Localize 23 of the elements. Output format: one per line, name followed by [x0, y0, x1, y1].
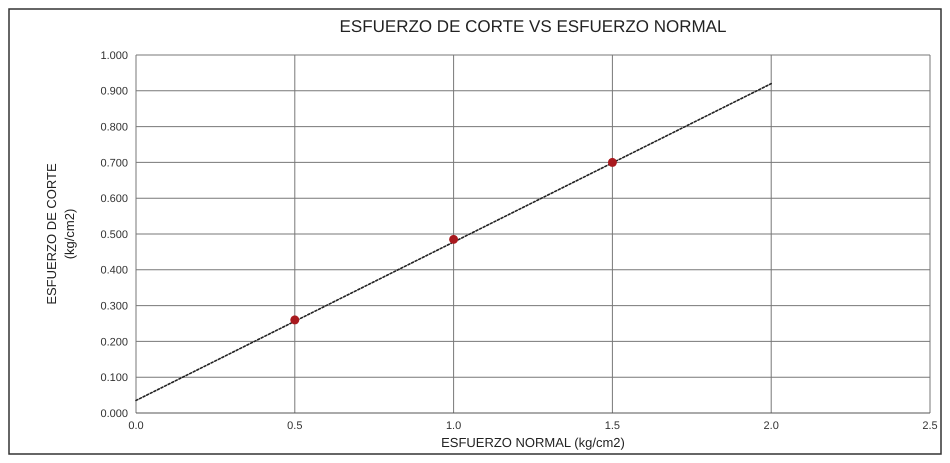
y-tick-label: 0.100 [100, 372, 128, 384]
point [608, 158, 617, 167]
x-tick-label: 2.0 [764, 420, 779, 432]
x-tick-label: 0.5 [287, 420, 302, 432]
point [290, 315, 300, 324]
y-tick-label: 0.800 [100, 121, 128, 134]
y-tick-label: 0.500 [100, 228, 128, 241]
x-tick-label: 1.5 [604, 420, 620, 432]
y-tick-label: 0.300 [100, 300, 128, 312]
y-tick-label: 0.000 [100, 408, 128, 420]
x-tick-label: 2.5 [922, 420, 938, 432]
y-tick-label: 0.600 [100, 193, 128, 206]
chart-title: ESFUERZO DE CORTE VS ESFUERZO NORMAL [340, 17, 726, 36]
x-tick-label: 1.0 [446, 420, 462, 432]
y-tick-label: 0.900 [100, 86, 128, 98]
x-tick-label: 0.0 [128, 420, 144, 432]
y-tick-label: 0.200 [100, 336, 128, 348]
y-tick-label: 0.400 [100, 264, 128, 277]
y-tick-label: 1.000 [100, 50, 128, 62]
y-axis-title: ESFUERZO DE CORTE (kg/cm2) [44, 163, 77, 305]
x-axis-title: ESFUERZO NORMAL (kg/cm2) [441, 435, 625, 450]
point [449, 234, 458, 244]
y-tick-label: 0.700 [100, 157, 128, 170]
